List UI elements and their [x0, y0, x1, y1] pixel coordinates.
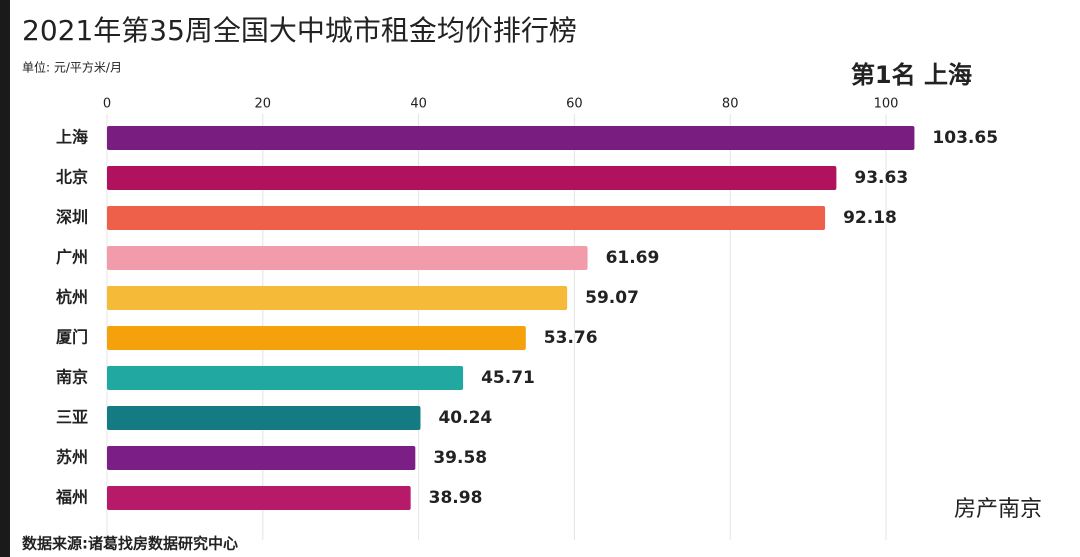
y-tick-label: 三亚	[56, 408, 88, 427]
x-tick-label: 60	[566, 97, 583, 112]
value-label: 45.71	[481, 368, 535, 388]
x-tick-label: 20	[255, 97, 272, 112]
chart-title: 2021年第35周全国大中城市租金均价排行榜	[22, 14, 577, 47]
value-label: 39.58	[433, 448, 487, 468]
value-label: 61.69	[606, 248, 660, 268]
bar	[107, 366, 464, 390]
y-tick-label: 厦门	[56, 328, 88, 347]
x-tick-label: 40	[410, 97, 427, 112]
value-label: 92.18	[843, 208, 897, 228]
value-label: 103.65	[932, 128, 998, 148]
rank-label: 第1名 上海	[851, 61, 972, 89]
y-tick-label: 上海	[56, 128, 88, 147]
value-label: 38.98	[429, 488, 483, 508]
value-label: 53.76	[544, 328, 598, 348]
value-label: 59.07	[585, 288, 639, 308]
bar	[107, 286, 568, 310]
source-note: 数据来源:诸葛找房数据研究中心	[22, 535, 238, 553]
bar	[107, 166, 837, 190]
value-label: 93.63	[854, 168, 908, 188]
bar	[107, 326, 526, 350]
watermark: 房产南京	[954, 497, 1042, 522]
y-tick-label: 深圳	[56, 208, 88, 227]
bar	[107, 406, 421, 430]
value-label: 40.24	[438, 408, 492, 428]
y-tick-label: 北京	[56, 168, 88, 187]
x-tick-label: 0	[103, 97, 111, 112]
bar	[107, 126, 915, 150]
y-tick-label: 南京	[56, 368, 88, 387]
chart-subtitle: 单位: 元/平方米/月	[22, 60, 122, 75]
left-border	[0, 0, 10, 557]
bar	[107, 206, 826, 230]
x-tick-label: 100	[874, 97, 899, 112]
y-tick-label: 广州	[56, 248, 88, 267]
y-tick-label: 福州	[55, 488, 88, 507]
bar	[107, 486, 411, 510]
y-tick-label: 苏州	[56, 448, 88, 467]
x-tick-label: 80	[722, 97, 739, 112]
y-tick-label: 杭州	[56, 288, 88, 307]
bar	[107, 446, 416, 470]
bar	[107, 246, 588, 270]
